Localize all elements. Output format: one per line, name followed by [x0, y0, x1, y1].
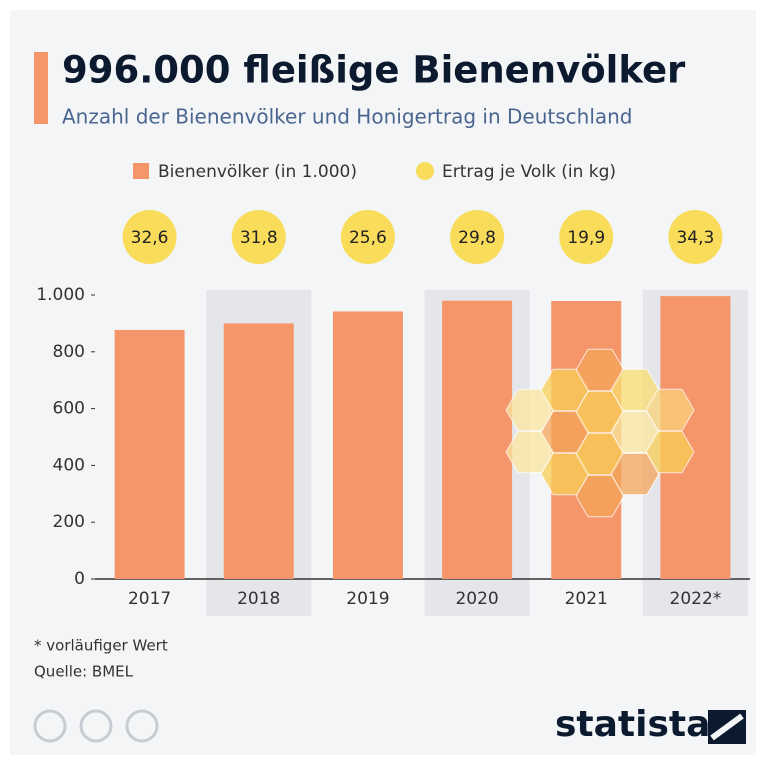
y-tick-label: 200 [53, 512, 85, 532]
yield-label: 34,3 [676, 228, 714, 248]
x-tick-label: 2020 [455, 589, 498, 609]
bar [224, 323, 294, 579]
legend-label: Bienenvölker (in 1.000) [158, 162, 357, 182]
y-tick-label: 0 [74, 569, 85, 589]
yield-label: 29,8 [458, 228, 496, 248]
bar [333, 311, 403, 579]
x-tick-label: 2017 [128, 589, 171, 609]
chart: 996.000 fleißige Bienenvölker Anzahl der… [0, 0, 766, 760]
brand: statista [555, 704, 710, 745]
brand-logo [708, 710, 746, 744]
title-accent [34, 52, 48, 124]
y-tick-label: 1.000 [36, 285, 85, 305]
y-tick-label: 600 [53, 399, 85, 419]
note: * vorläufiger Wert [34, 637, 168, 655]
bar [115, 330, 185, 579]
source: Quelle: BMEL [34, 663, 134, 681]
yield-label: 32,6 [131, 228, 169, 248]
chart-title: 996.000 fleißige Bienenvölker [62, 49, 686, 92]
yield-label: 31,8 [240, 228, 278, 248]
bar [442, 301, 512, 579]
y-tick-label: 800 [53, 342, 85, 362]
x-tick-label: 2019 [346, 589, 389, 609]
yield-label: 25,6 [349, 228, 387, 248]
legend-label: Ertrag je Volk (in kg) [442, 162, 616, 182]
x-tick-label: 2021 [565, 589, 608, 609]
page: {"chart_data": {"type": "bar", "title": … [0, 0, 766, 760]
y-tick-label: 400 [53, 455, 85, 475]
legend-swatch [133, 163, 149, 179]
x-tick-label: 2018 [237, 589, 280, 609]
x-tick-label: 2022* [670, 589, 722, 609]
chart-subtitle: Anzahl der Bienenvölker und Honigertrag … [62, 105, 633, 129]
yield-label: 19,9 [567, 228, 605, 248]
legend-swatch [416, 162, 434, 180]
